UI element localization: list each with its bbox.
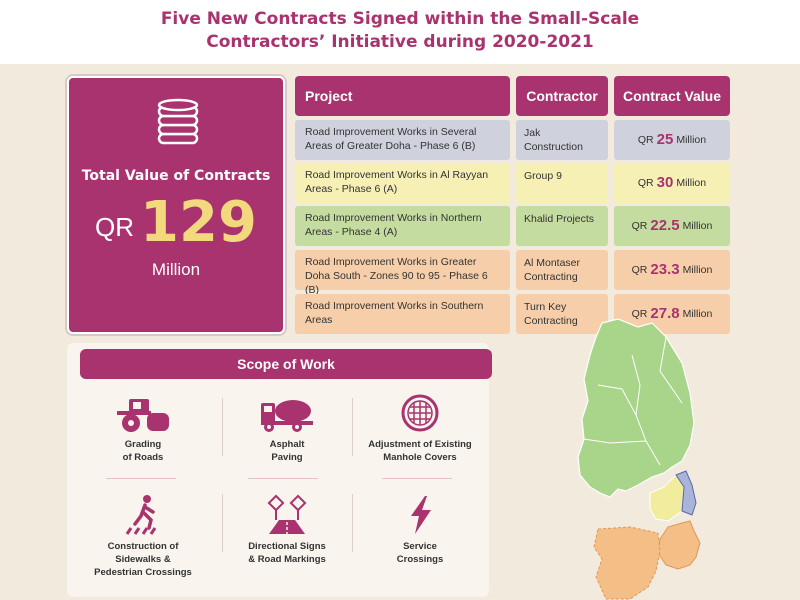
divider — [248, 478, 318, 479]
scope-label-2: & Road Markings — [248, 554, 326, 565]
row-2-value: QR 30 Million — [614, 163, 730, 203]
row-5-project: Road Improvement Works in Southern Areas — [295, 294, 510, 334]
total-value-card: Total Value of Contracts QR 129 Million — [67, 76, 285, 334]
row-2-unit: Million — [676, 177, 707, 189]
scope-label-2: Paving — [271, 452, 303, 463]
row-5-amount: 27.8 — [650, 305, 680, 322]
row-2-project: Road Improvement Works in Al Rayyan Area… — [295, 163, 510, 203]
row-5-unit: Million — [682, 308, 713, 320]
mixer-truck-icon — [261, 400, 313, 432]
divider — [222, 494, 223, 552]
scope-item-grading: Grading of Roads — [78, 392, 208, 464]
row-3-unit: Million — [682, 220, 713, 232]
manhole-cover-icon — [401, 394, 439, 432]
scope-item-sidewalks: Construction of Sidewalks & Pedestrian C… — [78, 494, 208, 579]
title-line-2: Contractors’ Initiative during 2020-2021 — [206, 32, 594, 52]
divider — [222, 398, 223, 456]
road-roller-icon — [117, 399, 169, 432]
scope-item-manhole-covers: Adjustment of Existing Manhole Covers — [355, 392, 485, 464]
row-2-contractor: Group 9 — [516, 163, 608, 203]
row-4-currency: QR — [631, 264, 648, 276]
row-4-project: Road Improvement Works in Greater Doha S… — [295, 250, 510, 296]
qatar-map-icon — [577, 318, 701, 600]
scope-label-1: Adjustment of Existing — [368, 439, 472, 450]
row-4-contractor: Al Montaser Contracting — [516, 250, 608, 290]
title-line-1: Five New Contracts Signed within the Sma… — [160, 9, 640, 29]
divider — [352, 494, 353, 552]
row-1-unit: Million — [676, 134, 707, 146]
total-unit: Million — [151, 260, 201, 279]
row-3-project: Road Improvement Works in Northern Areas… — [295, 206, 510, 246]
scope-item-signs-markings: Directional Signs & Road Markings — [222, 494, 352, 566]
total-value: QR 129 — [69, 189, 283, 255]
row-3-amount: 22.5 — [650, 217, 680, 234]
scope-title: Scope of Work — [80, 349, 492, 379]
lightning-icon — [411, 496, 431, 534]
total-currency: QR — [95, 211, 135, 242]
scope-label-2: Sidewalks & — [115, 554, 171, 565]
pedestrian-crossing-icon — [125, 495, 157, 535]
scope-label-2: Manhole Covers — [383, 452, 457, 463]
scope-label-2: of Roads — [122, 452, 164, 463]
scope-item-service-crossings: Service Crossings — [355, 494, 485, 566]
header-project: Project — [295, 76, 510, 116]
row-1-project: Road Improvement Works in Several Areas … — [295, 120, 510, 160]
row-1-amount: 25 — [656, 131, 674, 148]
header-contract-value: Contract Value — [614, 76, 730, 116]
scope-label-3: Pedestrian Crossings — [94, 567, 192, 578]
row-4-amount: 23.3 — [650, 261, 680, 278]
row-4-unit: Million — [682, 264, 713, 276]
row-2-amount: 30 — [656, 174, 674, 191]
scope-item-asphalt-paving: Asphalt Paving — [222, 392, 352, 464]
scope-label-2: Crossings — [396, 554, 444, 565]
row-3-value: QR 22.5 Million — [614, 206, 730, 246]
scope-label-1: Service — [403, 541, 437, 552]
coins-icon — [157, 98, 199, 145]
scope-label-1: Directional Signs — [248, 541, 326, 552]
total-number: 129 — [140, 189, 257, 255]
row-5-contractor: Turn Key Contracting — [516, 294, 608, 334]
total-label: Total Value of Contracts — [81, 168, 271, 184]
row-2-currency: QR — [637, 177, 654, 189]
row-1-contractor: Jak Construction — [516, 120, 608, 160]
row-1-currency: QR — [637, 134, 654, 146]
header-contractor: Contractor — [516, 76, 608, 116]
scope-label-1: Construction of — [107, 541, 179, 552]
scope-label-1: Asphalt — [269, 439, 305, 450]
row-3-contractor: Khalid Projects — [516, 206, 608, 246]
row-4-value: QR 23.3 Million — [614, 250, 730, 290]
divider — [352, 398, 353, 456]
row-1-value: QR 25 Million — [614, 120, 730, 160]
title-area: Five New Contracts Signed within the Sma… — [0, 0, 800, 64]
divider — [382, 478, 452, 479]
row-3-currency: QR — [631, 220, 648, 232]
row-5-currency: QR — [631, 308, 648, 320]
divider — [106, 478, 176, 479]
scope-label-1: Grading — [124, 439, 162, 450]
road-signs-icon — [267, 494, 307, 534]
scope-of-work-panel — [67, 343, 489, 597]
